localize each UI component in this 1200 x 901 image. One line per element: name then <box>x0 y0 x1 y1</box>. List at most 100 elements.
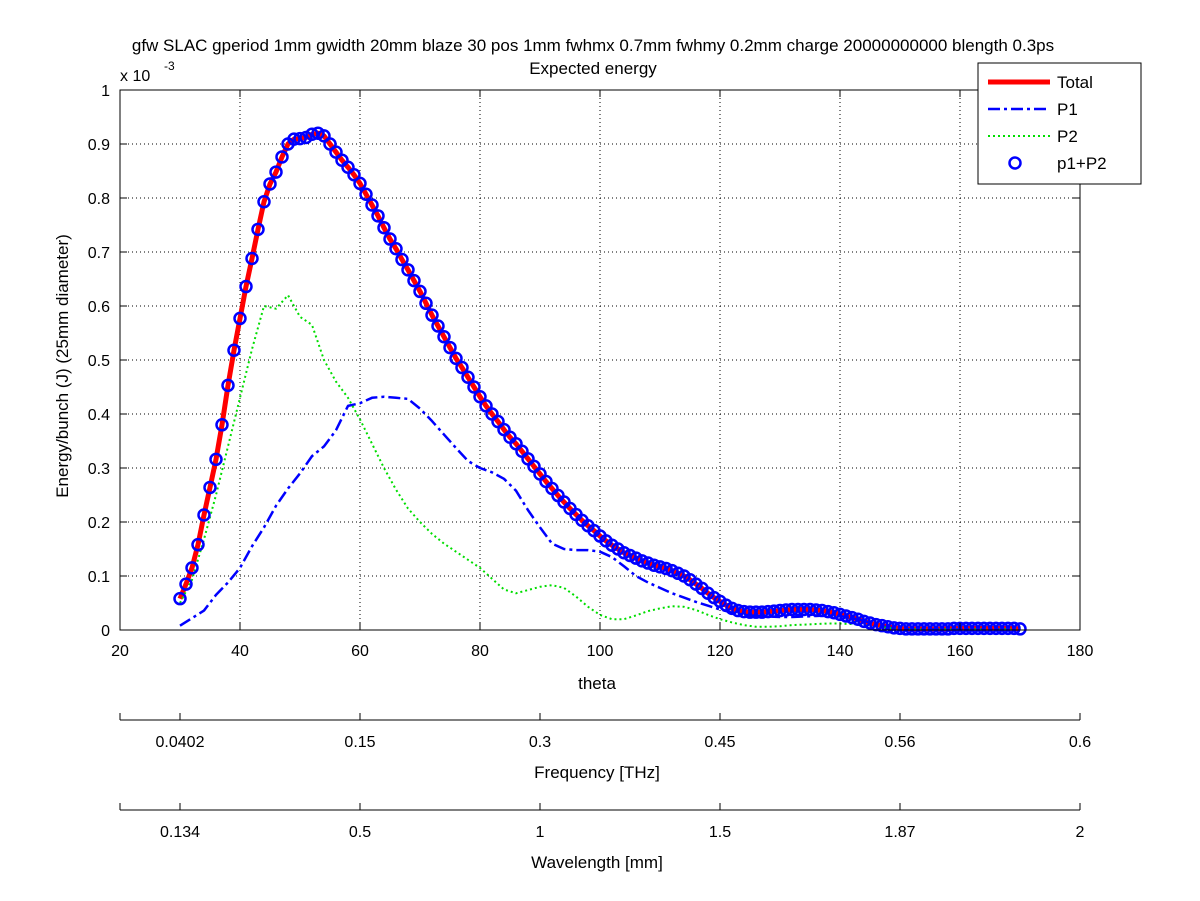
y-tick-label: 0.3 <box>88 461 110 478</box>
secondary-tick-label: 0.0402 <box>156 734 205 751</box>
p1-p2-point <box>1007 621 1021 636</box>
series-p1-p2-markers <box>173 126 1027 636</box>
p1-p2-point <box>833 607 847 622</box>
p1-p2-point <box>251 222 265 237</box>
p1-p2-point <box>641 556 655 570</box>
y-tick-labels: 0 0.1 0.2 0.3 0.4 0.5 0.6 0.7 0.8 0.9 1 <box>88 83 110 640</box>
p1-p2-point <box>233 311 247 326</box>
p1-p2-point <box>1013 622 1027 636</box>
p1-p2-point <box>383 232 397 246</box>
y-axis-exponent: x 10 -3 <box>120 59 175 85</box>
secondary-tick-label: 1 <box>536 824 545 841</box>
plot-area <box>119 89 1081 636</box>
chart-title: gfw SLAC gperiod 1mm gwidth 20mm blaze 3… <box>132 36 1054 55</box>
y-tick-label: 0.6 <box>88 299 110 316</box>
secondary-tick-label: 0.56 <box>884 734 915 751</box>
secondary-tick-label: 0.45 <box>704 734 735 751</box>
secondary-tick-label: 1.87 <box>884 824 915 841</box>
series-line-p1 <box>179 395 1020 631</box>
p1-p2-point <box>839 609 853 623</box>
y-exponent-base: x 10 <box>120 68 150 85</box>
y-tick-label: 0.2 <box>88 515 110 532</box>
chart-subtitle: Expected energy <box>529 59 657 78</box>
y-tick-label: 0.1 <box>88 569 110 586</box>
x-tick-label: 120 <box>707 643 734 660</box>
x-tick-label: 100 <box>587 643 614 660</box>
legend-items: Total P1 P2 p1+P2 <box>988 73 1107 173</box>
y-tick-label: 0.8 <box>88 191 110 208</box>
legend-label: P1 <box>1057 100 1078 119</box>
p1-p2-point <box>347 168 361 182</box>
p1-p2-point <box>173 591 187 606</box>
p1-p2-point <box>635 554 649 568</box>
p1-p2-point <box>377 220 391 235</box>
x-axis-label: theta <box>578 674 616 693</box>
secondary-tick-label: 1.5 <box>709 824 731 841</box>
x-tick-label: 60 <box>351 643 369 660</box>
p1-p2-point <box>437 330 451 344</box>
legend-marker-circle <box>1008 156 1022 170</box>
legend: Total P1 P2 p1+P2 <box>977 62 1142 185</box>
p1-p2-point <box>389 242 403 256</box>
y-exponent-power: -3 <box>164 59 175 73</box>
p1-p2-point <box>293 131 307 146</box>
p1-p2-point <box>815 603 829 618</box>
p1-p2-point <box>227 343 241 358</box>
grid <box>120 90 1080 630</box>
p1-p2-point <box>275 150 289 164</box>
p1-p2-point <box>221 378 235 393</box>
p1-p2-point <box>395 252 409 267</box>
x-tick-label: 180 <box>1067 643 1094 660</box>
p1-p2-point <box>821 604 835 619</box>
p1-p2-point <box>653 560 667 574</box>
p1-p2-point <box>443 340 457 355</box>
p1-p2-point <box>203 480 217 495</box>
p1-p2-point <box>725 601 739 616</box>
x-tick-label: 40 <box>231 643 249 660</box>
x-tick-label: 80 <box>471 643 489 660</box>
p1-p2-point <box>257 195 271 209</box>
wavelength-axis: 0.134 0.5 1 1.5 1.87 2 Wavelength [mm] <box>119 803 1085 872</box>
frequency-axis: 0.0402 0.15 0.3 0.45 0.56 0.6 Frequency [THz] <box>119 713 1091 782</box>
p1-p2-point <box>461 370 475 385</box>
series-layer <box>173 126 1027 636</box>
p1-p2-point <box>845 610 859 625</box>
x-tick-label: 20 <box>111 643 129 660</box>
secondary-tick-label: 0.134 <box>160 824 200 841</box>
p1-p2-point <box>455 360 469 375</box>
legend-label: P2 <box>1057 127 1078 146</box>
p1-p2-point <box>467 380 481 394</box>
p1-p2-point <box>245 251 259 266</box>
p1-p2-point <box>239 279 253 294</box>
p1-p2-point <box>875 618 889 633</box>
y-tick-label: 1 <box>101 83 110 100</box>
p1-p2-point <box>269 165 283 179</box>
p1-p2-point <box>371 209 385 223</box>
p1-p2-point <box>647 558 661 572</box>
p1-p2-point <box>263 177 277 191</box>
p1-p2-point <box>449 351 463 366</box>
x-tick-label: 160 <box>947 643 974 660</box>
legend-label: p1+P2 <box>1057 154 1107 173</box>
x-tick-labels: 20 40 60 80 100 120 140 160 180 <box>111 643 1093 660</box>
secondary-tick-label: 0.15 <box>344 734 375 751</box>
secondary-axis-label: Wavelength [mm] <box>531 853 663 872</box>
p1-p2-point <box>473 389 487 404</box>
p1-p2-point <box>857 614 871 629</box>
y-tick-label: 0.5 <box>88 353 110 370</box>
secondary-tick-label: 2 <box>1076 824 1085 841</box>
y-tick-label: 0.9 <box>88 137 110 154</box>
p1-p2-point <box>179 577 193 591</box>
y-tick-label: 0.4 <box>88 407 110 424</box>
p1-p2-point <box>365 198 379 212</box>
y-axis-label: Energy/bunch (J) (25mm diameter) <box>53 234 72 498</box>
p1-p2-point <box>827 605 841 620</box>
p1-p2-point <box>359 187 373 201</box>
y-tick-label: 0 <box>101 623 110 640</box>
p1-p2-point <box>401 263 415 277</box>
p1-p2-point <box>863 616 877 630</box>
p1-p2-point <box>413 284 427 299</box>
p1-p2-point <box>353 176 367 191</box>
p1-p2-point <box>185 561 199 575</box>
